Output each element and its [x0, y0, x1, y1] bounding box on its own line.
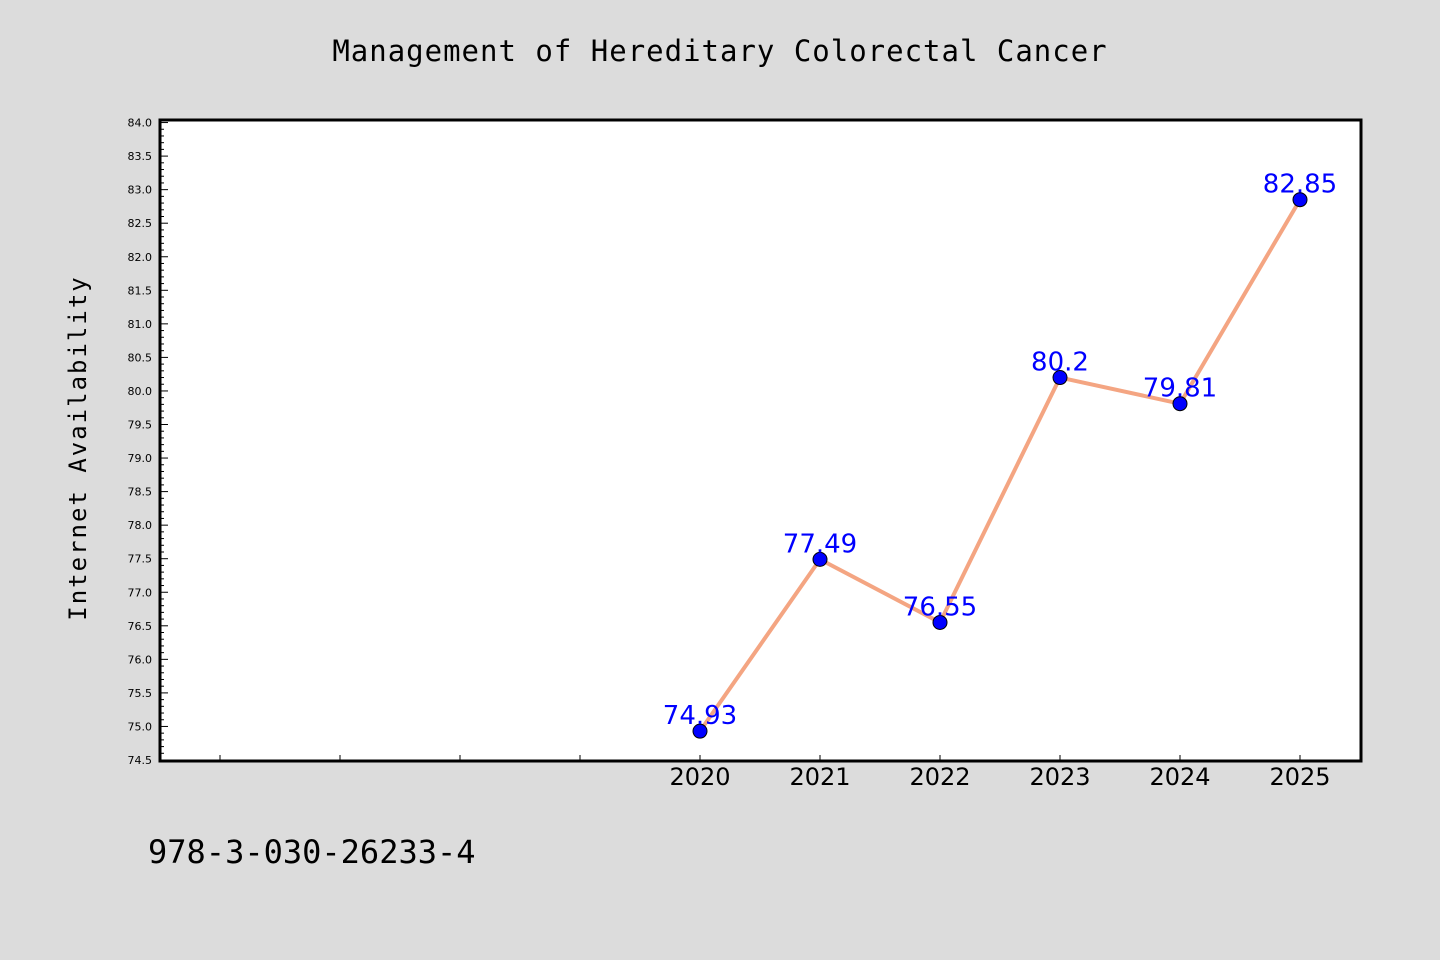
data-label: 82.85 — [1263, 170, 1337, 200]
y-tick-label: 83.5 — [128, 150, 153, 163]
y-tick-label: 75.5 — [128, 687, 153, 700]
data-label: 77.49 — [783, 529, 857, 559]
y-tick-label: 77.5 — [128, 553, 153, 566]
data-point — [1172, 396, 1188, 412]
y-tick-label: 76.5 — [128, 620, 153, 633]
y-tick-label: 84.0 — [128, 117, 153, 130]
y-tick-label: 81.0 — [128, 318, 153, 331]
x-tick-label: 2023 — [1029, 763, 1090, 791]
plot-area — [158, 118, 1363, 763]
data-point — [1292, 192, 1308, 208]
data-point — [692, 723, 708, 739]
y-tick-label: 79.5 — [128, 419, 153, 432]
y-tick-label: 82.0 — [128, 251, 153, 264]
data-label: 74.93 — [663, 701, 737, 731]
data-label: 79.81 — [1143, 374, 1217, 404]
series-line — [698, 198, 1302, 733]
y-tick-label: 78.0 — [128, 519, 153, 532]
y-tick-label: 74.5 — [128, 754, 153, 767]
chart-title: Management of Hereditary Colorectal Canc… — [332, 34, 1108, 68]
x-tick-label: 2020 — [669, 763, 730, 791]
y-tick-label: 75.0 — [128, 720, 153, 733]
y-tick-label: 77.0 — [128, 586, 153, 599]
x-tick-label: 2025 — [1269, 763, 1330, 791]
x-tick-label: 2024 — [1149, 763, 1210, 791]
y-tick-label: 81.5 — [128, 284, 153, 297]
data-point — [812, 551, 828, 567]
x-tick-label: 2022 — [909, 763, 970, 791]
data-label: 80.2 — [1031, 348, 1089, 378]
y-tick-label: 76.0 — [128, 653, 153, 666]
y-tick-label: 80.5 — [128, 351, 153, 364]
isbn-text: 978-3-030-26233-4 — [148, 833, 476, 871]
y-tick-label: 82.5 — [128, 217, 153, 230]
y-tick-label: 79.0 — [128, 452, 153, 465]
y-tick-label: 83.0 — [128, 184, 153, 197]
data-label: 76.55 — [903, 592, 977, 622]
y-axis-label: Internet Availability — [64, 275, 92, 620]
data-point — [1052, 370, 1068, 386]
data-point — [932, 614, 948, 630]
x-tick-label: 2021 — [789, 763, 850, 791]
y-tick-label: 80.0 — [128, 385, 153, 398]
y-tick-label: 78.5 — [128, 486, 153, 499]
